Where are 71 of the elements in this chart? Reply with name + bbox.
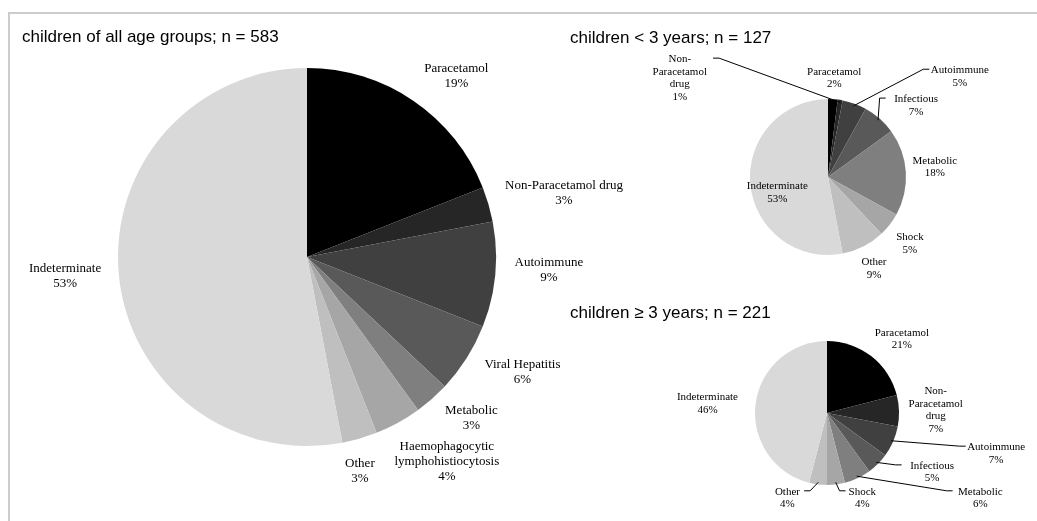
slice-label: Shock — [896, 230, 925, 242]
data-label: 3% — [462, 416, 481, 432]
pie-slice — [828, 177, 897, 234]
slice-label: Non-Paracetamol drug — [908, 384, 963, 422]
pie-slice — [307, 187, 493, 257]
pie-slice — [307, 257, 445, 410]
pie-slice — [827, 413, 870, 483]
data-label: 53% — [53, 274, 78, 290]
slice-label: Autoimmune — [930, 63, 989, 76]
pie-slice — [827, 413, 886, 472]
slice-label: Other — [345, 454, 376, 470]
slice-label: Paracetamol — [874, 325, 930, 338]
slice-label: Paracetamol — [424, 59, 489, 75]
chart-title: children < 3 years; n = 127 — [570, 28, 772, 47]
slice-label: Infectious — [894, 91, 939, 104]
data-label: 1% — [672, 89, 688, 102]
slice-label: Autoimmune — [967, 440, 1026, 453]
data-label: 7% — [988, 452, 1004, 465]
pie-slice — [118, 68, 343, 446]
data-label: 9% — [866, 267, 882, 280]
data-label: 4% — [854, 497, 870, 510]
slice-label: Viral Hepatitis — [484, 356, 561, 372]
data-label: 46% — [697, 402, 718, 415]
pie-slice — [827, 395, 899, 427]
data-label: 6% — [513, 371, 532, 387]
pie-slice — [755, 341, 827, 483]
data-label: 2% — [826, 77, 842, 90]
data-label: 53% — [767, 191, 788, 204]
data-label: 5% — [902, 242, 918, 255]
chart-title: children of all age groups; n = 583 — [22, 27, 279, 46]
slice-label: Other — [774, 484, 801, 497]
data-label: 9% — [540, 269, 558, 285]
pie-slice — [307, 257, 419, 433]
slice-label: Infectious — [910, 458, 955, 471]
slice-label: Haemophagocytic lymphohistiocytosis — [394, 437, 500, 468]
data-label: 5% — [924, 471, 940, 484]
pie-slice — [827, 413, 845, 485]
pie-slice — [828, 131, 906, 215]
pie-slice — [307, 257, 483, 387]
data-label: 7% — [908, 104, 924, 117]
data-label: 3% — [555, 191, 573, 207]
slice-label: Shock — [848, 484, 877, 497]
data-label: 5% — [952, 75, 968, 88]
data-label: 4% — [780, 497, 795, 510]
slice-label: Paracetamol — [807, 64, 862, 77]
slice-label: Non-Paracetamol drug — [652, 51, 707, 90]
data-label: 21% — [891, 338, 912, 351]
data-label: 3% — [351, 469, 369, 485]
pie-slice — [828, 100, 866, 177]
pie-slice — [828, 99, 843, 177]
data-label: 7% — [928, 422, 944, 435]
slice-label: Metabolic — [958, 484, 1003, 497]
data-label: 6% — [973, 497, 988, 510]
data-label: 19% — [444, 74, 469, 90]
slice-label: Metabolic — [912, 153, 958, 166]
pie-slice — [827, 413, 898, 456]
data-label: 4% — [438, 467, 456, 483]
data-label: 18% — [924, 166, 945, 179]
pie-slice — [828, 177, 882, 254]
pie-slice — [307, 257, 377, 443]
slice-label: Autoimmune — [514, 254, 584, 270]
slice-label: Non-Paracetamol drug — [505, 176, 624, 192]
slice-label: Indeterminate — [676, 390, 739, 403]
slice-label: Metabolic — [445, 401, 499, 417]
pie-slice — [307, 221, 496, 327]
slice-label: Indeterminate — [746, 179, 808, 192]
pie-slice — [828, 108, 892, 177]
slice-label: Other — [861, 254, 887, 267]
chart-title: children ≥ 3 years; n = 221 — [570, 303, 771, 322]
pie-slice — [809, 413, 827, 485]
slice-label: Indeterminate — [28, 260, 102, 275]
